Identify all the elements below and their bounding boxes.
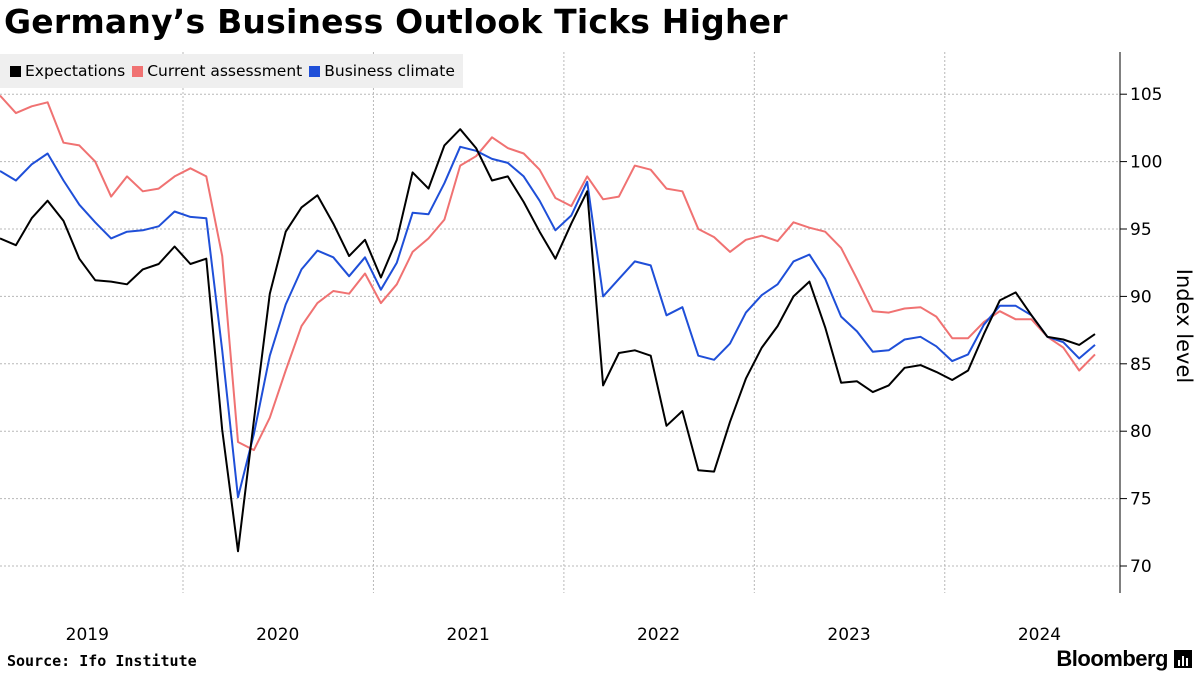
legend-swatch-expectations: [10, 65, 21, 77]
bloomberg-logo: Bloomberg: [1056, 646, 1192, 672]
legend-swatch-business-climate: [309, 65, 321, 77]
series-line-business-climate: [0, 145, 1096, 499]
x-tick-label: 2019: [66, 625, 109, 645]
y-tick-label: 70: [1130, 557, 1152, 577]
y-tick-label: 105: [1130, 85, 1162, 105]
source-note: Source: Ifo Institute: [7, 652, 197, 670]
y-axis-label: Index level: [1172, 269, 1196, 383]
legend-item-current-assessment: Current assessment: [132, 62, 302, 80]
legend-swatch-current-assessment: [132, 65, 144, 77]
bar-chart-icon: [1174, 650, 1192, 668]
axes: 70 75 80 85 90 95 100 105 2019 2020 2021 2022 2023 20…: [66, 52, 1162, 645]
legend-item-expectations: Expectations: [10, 62, 125, 80]
legend-label: Business climate: [324, 62, 455, 80]
brand-name: Bloomberg: [1056, 646, 1168, 671]
legend-label: Current assessment: [147, 62, 303, 80]
x-tick-label: 2020: [256, 625, 299, 645]
grid-lines: [0, 52, 1120, 593]
x-tick-label: 2024: [1018, 625, 1061, 645]
x-tick-label: 2023: [827, 625, 870, 645]
chart-title: Germany’s Business Outlook Ticks Higher: [4, 2, 788, 41]
legend-label: Expectations: [25, 62, 126, 80]
series-line-expectations: [0, 128, 1096, 553]
series-lines: [0, 94, 1096, 553]
x-tick-label: 2021: [447, 625, 490, 645]
y-tick-label: 90: [1130, 287, 1152, 307]
series-line-current-assessment: [0, 94, 1096, 452]
x-tick-label: 2022: [637, 625, 680, 645]
y-tick-label: 75: [1130, 490, 1152, 510]
y-tick-label: 95: [1130, 220, 1152, 240]
legend-item-business-climate: Business climate: [309, 62, 455, 80]
y-tick-label: 100: [1130, 153, 1162, 173]
y-tick-label: 80: [1130, 422, 1152, 442]
legend: Expectations Current assessment Business…: [0, 54, 463, 88]
y-tick-label: 85: [1130, 355, 1152, 375]
